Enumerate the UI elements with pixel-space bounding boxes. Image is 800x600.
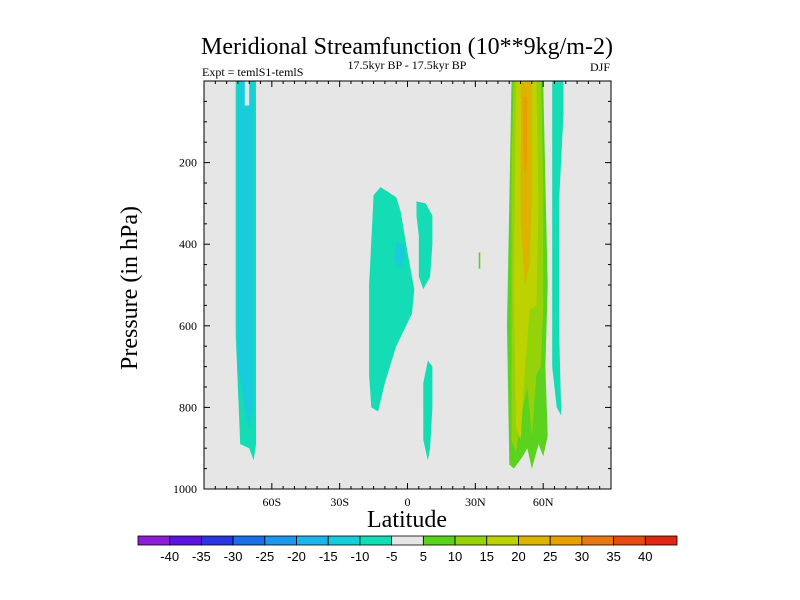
colorbar: -40 -35 -30 -25 -20 -15 -10 -5 5 10 15 20 25 30 35 40 — [137, 535, 678, 564]
colorbar-label: -15 — [319, 549, 338, 564]
region-equatorial-core — [393, 242, 406, 269]
colorbar-label: 5 — [420, 549, 427, 564]
colorbar-swatch — [137, 535, 171, 546]
colorbar-swatch — [549, 535, 583, 546]
region-north-speck — [478, 252, 481, 269]
colorbar-label: -20 — [287, 549, 306, 564]
colorbar-label: -5 — [386, 549, 398, 564]
colorbar-swatch — [169, 535, 202, 546]
colorbar-swatch — [486, 535, 519, 546]
region-equatorial-cell — [369, 187, 415, 412]
center-label: 17.5kyr BP - 17.5kyr BP — [348, 58, 467, 72]
colorbar-swatch — [454, 535, 488, 546]
colorbar-swatch — [296, 535, 329, 546]
colorbar-swatch — [264, 535, 297, 546]
region-south-polar-band-core — [237, 81, 254, 428]
x-axis-label: Latitude — [367, 507, 447, 533]
y-axis-label: Pressure (in hPa) — [117, 206, 143, 370]
colorbar-swatch — [232, 535, 266, 546]
x-tick-label: 60S — [262, 495, 281, 509]
x-tick-label: 30N — [465, 495, 486, 509]
colorbar-label: -10 — [351, 549, 370, 564]
colorbar-label: -35 — [192, 549, 211, 564]
x-tick-label: 30S — [330, 495, 349, 509]
colorbar-label: 40 — [638, 549, 652, 564]
colorbar-label: 15 — [480, 549, 494, 564]
colorbar-swatch — [518, 535, 551, 546]
colorbar-swatch — [359, 535, 393, 546]
colorbar-label: 30 — [575, 549, 589, 564]
chart-title: Meridional Streamfunction (10**9kg/m-2) — [201, 34, 613, 60]
y-tick-label: 400 — [179, 237, 197, 251]
y-tick-label: 600 — [179, 319, 197, 333]
y-tick-label: 200 — [179, 156, 197, 170]
y-tick-label: 800 — [179, 400, 197, 414]
colorbar-label: 35 — [606, 549, 620, 564]
colorbar-label: -30 — [224, 549, 243, 564]
colorbar-swatch — [422, 535, 456, 546]
colorbar-swatch — [613, 535, 646, 546]
region-north-mid-band-core — [522, 97, 528, 175]
region-north-polar-band — [552, 81, 564, 416]
region-equatorial-tail — [423, 360, 433, 461]
region-equatorial-lobe — [416, 201, 433, 290]
colorbar-label: 10 — [448, 549, 462, 564]
colorbar-swatch — [327, 535, 361, 546]
colorbar-label: 25 — [543, 549, 557, 564]
left-label: Expt = temlS1-temlS — [202, 65, 303, 79]
colorbar-swatch — [581, 535, 614, 546]
colorbar-swatch — [391, 535, 424, 546]
x-tick-label: 60N — [533, 495, 554, 509]
colorbar-label: 20 — [511, 549, 525, 564]
right-label: DJF — [590, 60, 610, 74]
colorbar-label: -40 — [160, 549, 179, 564]
x-tick-label: 0 — [405, 495, 411, 509]
contour-regions — [235, 81, 564, 469]
colorbar-swatch — [644, 535, 678, 546]
colorbar-label: -25 — [255, 549, 274, 564]
y-tick-label: 1000 — [173, 482, 197, 496]
axis-ticks: 60S 30S 0 30N 60N 200 400 600 800 1000 — [173, 81, 611, 509]
colorbar-swatch — [201, 535, 234, 546]
